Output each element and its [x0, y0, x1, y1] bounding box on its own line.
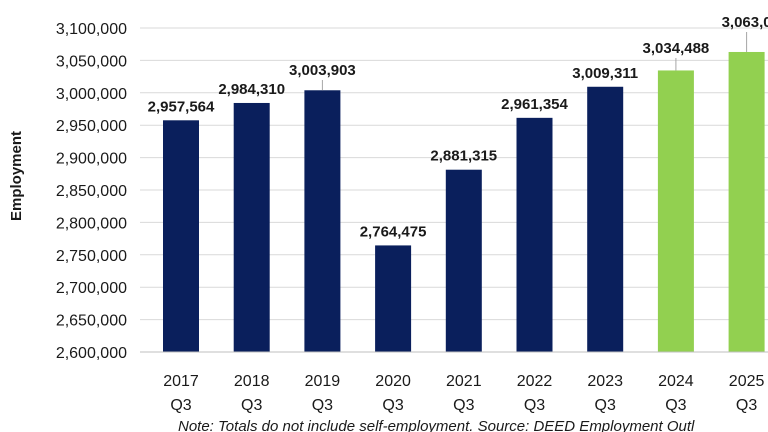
bar-2025 — [728, 51, 765, 352]
y-tick-label: 2,800,000 — [56, 215, 127, 232]
y-tick-label: 2,650,000 — [56, 313, 127, 330]
bar-2020 — [375, 245, 412, 352]
x-tick-label-quarter: Q3 — [170, 397, 191, 414]
x-tick-label-quarter: Q3 — [665, 397, 686, 414]
bar-2024 — [657, 70, 694, 352]
source-note: Note: Totals do not include self-employm… — [178, 418, 695, 432]
x-tick-label-year: 2024 — [658, 373, 694, 390]
y-tick-label: 2,600,000 — [56, 345, 127, 362]
x-tick-label-quarter: Q3 — [595, 397, 616, 414]
y-axis-tick-labels: 2,600,000 2,650,000 2,700,000 2,750,000 2,80… — [56, 21, 127, 362]
y-tick-label: 3,100,000 — [56, 21, 127, 38]
x-tick-label-quarter: Q3 — [241, 397, 262, 414]
data-label-2021: 2,881,315 — [430, 148, 497, 165]
y-axis-label: Employment — [8, 131, 25, 221]
bar-2019 — [304, 90, 341, 352]
data-label-2024: 3,034,488 — [643, 40, 710, 57]
x-tick-label-year: 2023 — [587, 373, 623, 390]
y-tick-label: 2,950,000 — [56, 118, 127, 135]
data-label-2018: 2,984,310 — [218, 81, 285, 98]
data-label-2025: 3,063,0 — [722, 14, 768, 31]
data-label-2020: 2,764,475 — [360, 223, 427, 240]
x-tick-label-quarter: Q3 — [312, 397, 333, 414]
label-leader-lines — [321, 32, 748, 91]
x-tick-label-quarter: Q3 — [453, 397, 474, 414]
bar-2022 — [516, 117, 553, 352]
bar-2023 — [587, 86, 624, 352]
x-tick-label-year: 2018 — [234, 373, 270, 390]
bar-2018 — [233, 102, 270, 352]
data-label-2022: 2,961,354 — [501, 96, 568, 113]
y-tick-label: 3,000,000 — [56, 86, 127, 103]
y-tick-label: 2,750,000 — [56, 248, 127, 265]
x-tick-label-quarter: Q3 — [382, 397, 403, 414]
y-tick-label: 2,900,000 — [56, 151, 127, 168]
x-tick-label-year: 2021 — [446, 373, 482, 390]
y-tick-label: 3,050,000 — [56, 53, 127, 70]
x-axis-tick-labels: 2017 Q3 2018 Q3 2019 Q3 2020 Q3 2021 Q3 2022 Q3 2023… — [163, 373, 764, 414]
x-tick-label-year: 2025 — [729, 373, 765, 390]
x-tick-label-year: 2019 — [305, 373, 341, 390]
x-tick-label-quarter: Q3 — [524, 397, 545, 414]
x-tick-label-quarter: Q3 — [736, 397, 757, 414]
data-label-2017: 2,957,564 — [148, 98, 215, 115]
x-tick-label-year: 2022 — [517, 373, 553, 390]
y-tick-label: 2,700,000 — [56, 280, 127, 297]
y-tick-label: 2,850,000 — [56, 183, 127, 200]
x-tick-label-year: 2017 — [163, 373, 199, 390]
bar-2021 — [445, 169, 482, 352]
data-label-2023: 3,009,311 — [572, 65, 638, 82]
bars — [163, 51, 765, 353]
data-label-2019: 3,003,903 — [289, 62, 356, 79]
x-tick-label-year: 2020 — [375, 373, 411, 390]
bar-2017 — [163, 120, 199, 353]
